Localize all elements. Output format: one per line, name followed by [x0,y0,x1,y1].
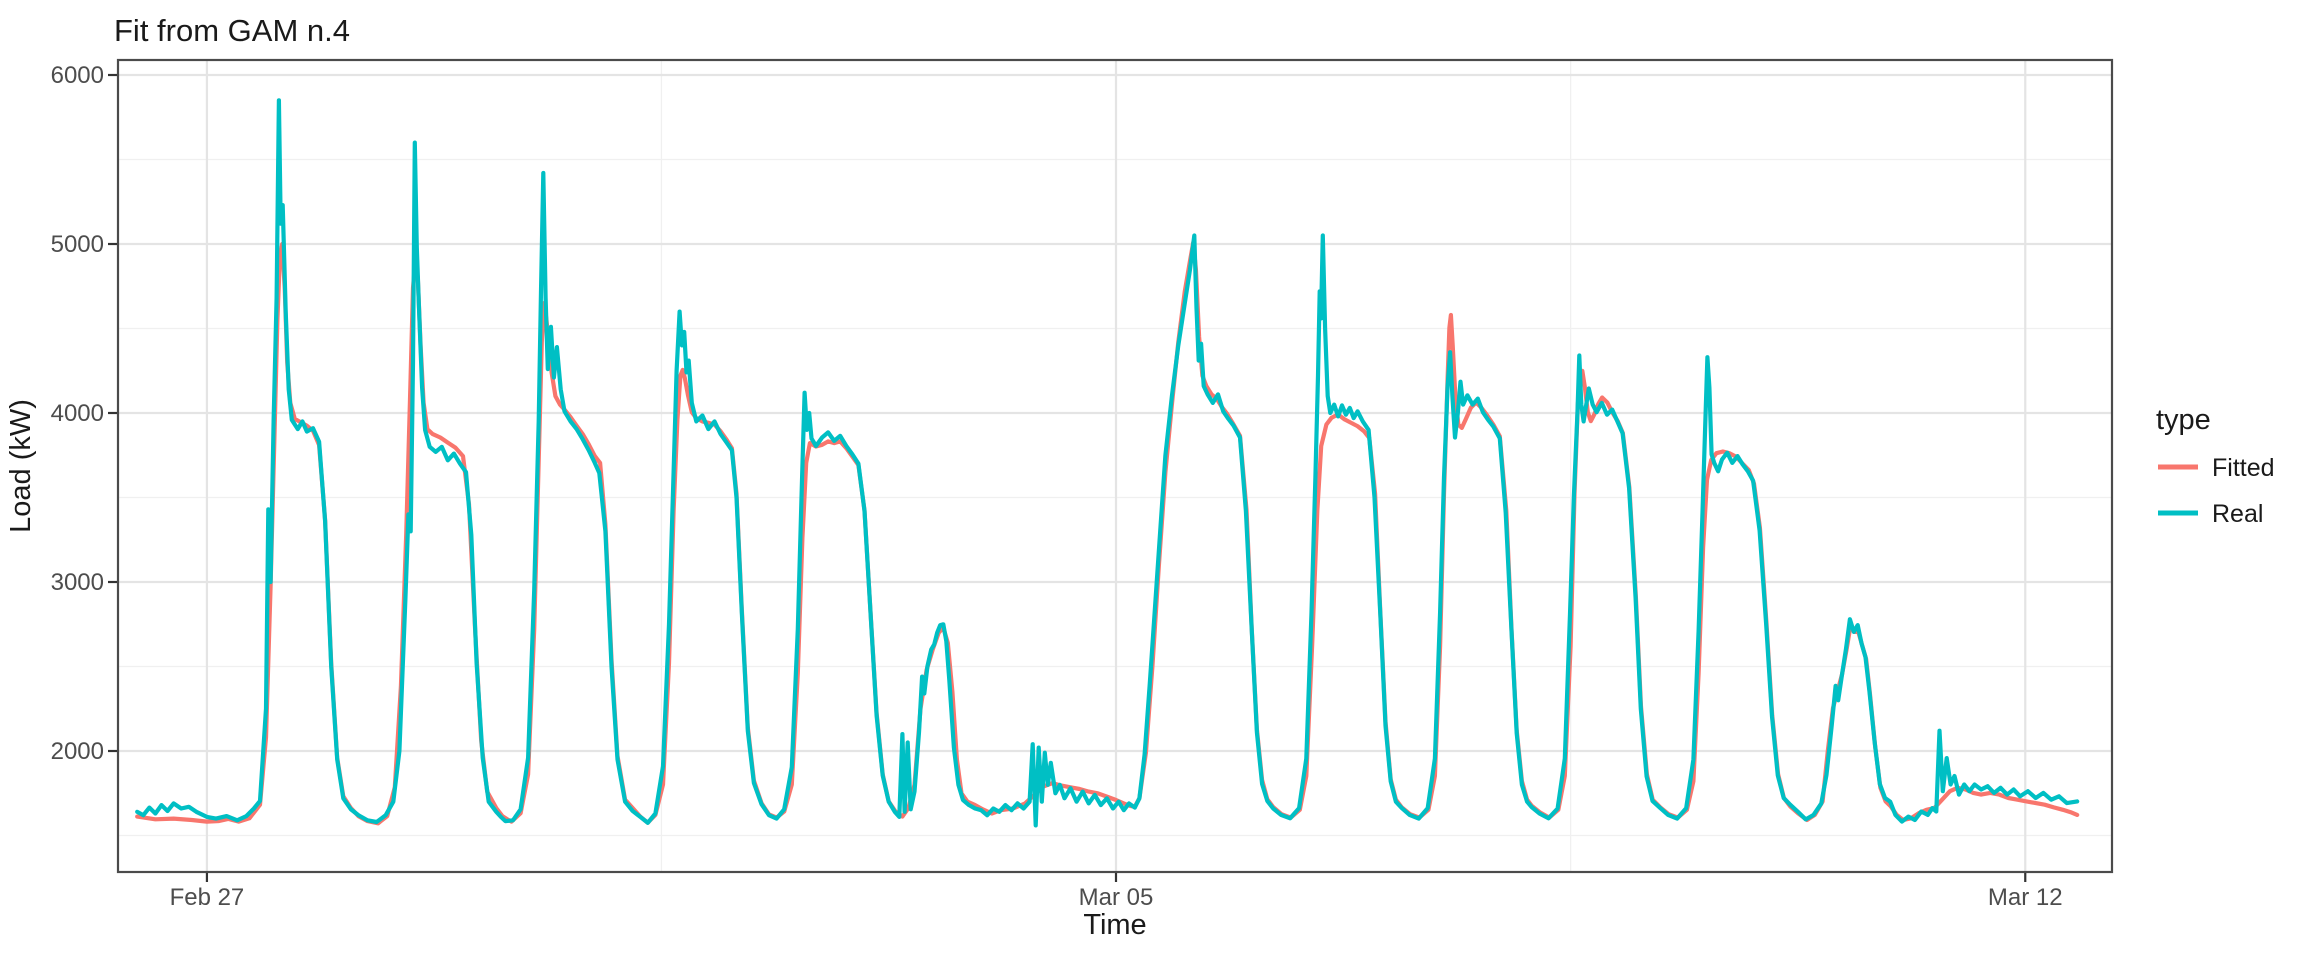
y-tick-label: 3000 [51,569,104,596]
y-axis-title: Load (kW) [5,399,37,533]
x-axis-title: Time [1083,909,1146,941]
legend-label-real: Real [2212,500,2263,528]
y-tick-label: 2000 [51,738,104,765]
legend-label-fitted: Fitted [2212,454,2275,482]
legend: type Fitted Real [2156,404,2275,528]
series-line-real [135,98,2080,828]
y-tick-label: 4000 [51,400,104,427]
y-tick-label: 6000 [51,62,104,89]
axis-tick-labels: Feb 27 Mar 05 Mar 12 2000 3000 4000 5000 6000 [51,62,2063,911]
axis-ticks [108,73,2027,882]
legend-item-real: Real [2158,500,2263,528]
x-tick-label: Mar 05 [1079,884,1154,911]
chart-title: Fit from GAM n.4 [114,13,350,48]
x-tick-label: Feb 27 [170,884,245,911]
legend-title: type [2156,404,2211,436]
panel-border [116,58,2114,874]
gridlines-major [118,60,2112,872]
legend-item-fitted: Fitted [2158,454,2275,482]
data-series [135,98,2080,828]
y-tick-label: 5000 [51,231,104,258]
x-tick-label: Mar 12 [1988,884,2063,911]
